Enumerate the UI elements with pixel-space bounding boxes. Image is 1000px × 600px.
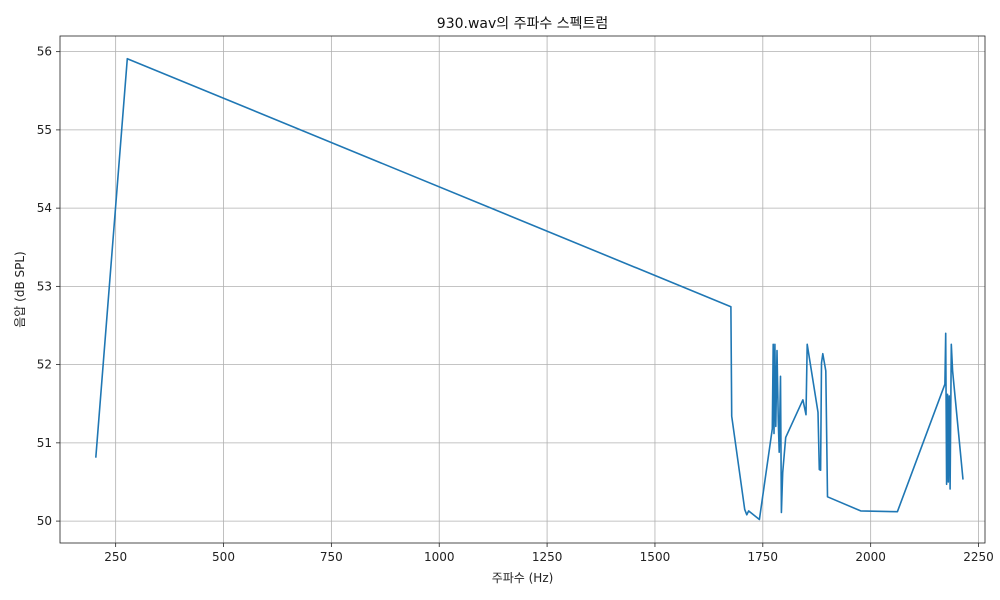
x-tick-label: 1500 (640, 550, 671, 564)
x-tick-label: 750 (320, 550, 343, 564)
plot-frame (59, 35, 986, 544)
y-tick-label: 51 (37, 436, 52, 450)
x-tick-label: 1250 (532, 550, 563, 564)
y-tick-label: 52 (37, 358, 52, 372)
y-tick-label: 53 (37, 279, 52, 293)
x-tick-label: 500 (212, 550, 235, 564)
tick-layer: 250 500 750 1000 1250 1500 1750 2000 2250 50 51 52 5… (37, 45, 994, 564)
grid-layer (60, 36, 985, 543)
x-tick-label: 250 (104, 550, 127, 564)
y-tick-label: 50 (37, 514, 52, 528)
y-tick-label: 54 (37, 201, 52, 215)
spectrum-line (95, 57, 964, 521)
y-axis-label: 음압 (dB SPL) (13, 251, 27, 327)
x-axis-label: 주파수 (Hz) (492, 571, 554, 585)
line-layer (95, 57, 964, 521)
x-tick-label: 1750 (748, 550, 779, 564)
x-tick-label: 2000 (855, 550, 886, 564)
x-tick-label: 2250 (963, 550, 994, 564)
chart-title: 930.wav의 주파수 스펙트럼 (437, 16, 608, 32)
y-tick-label: 56 (37, 45, 52, 59)
y-tick-label: 55 (37, 123, 52, 137)
x-tick-label: 1000 (424, 550, 455, 564)
